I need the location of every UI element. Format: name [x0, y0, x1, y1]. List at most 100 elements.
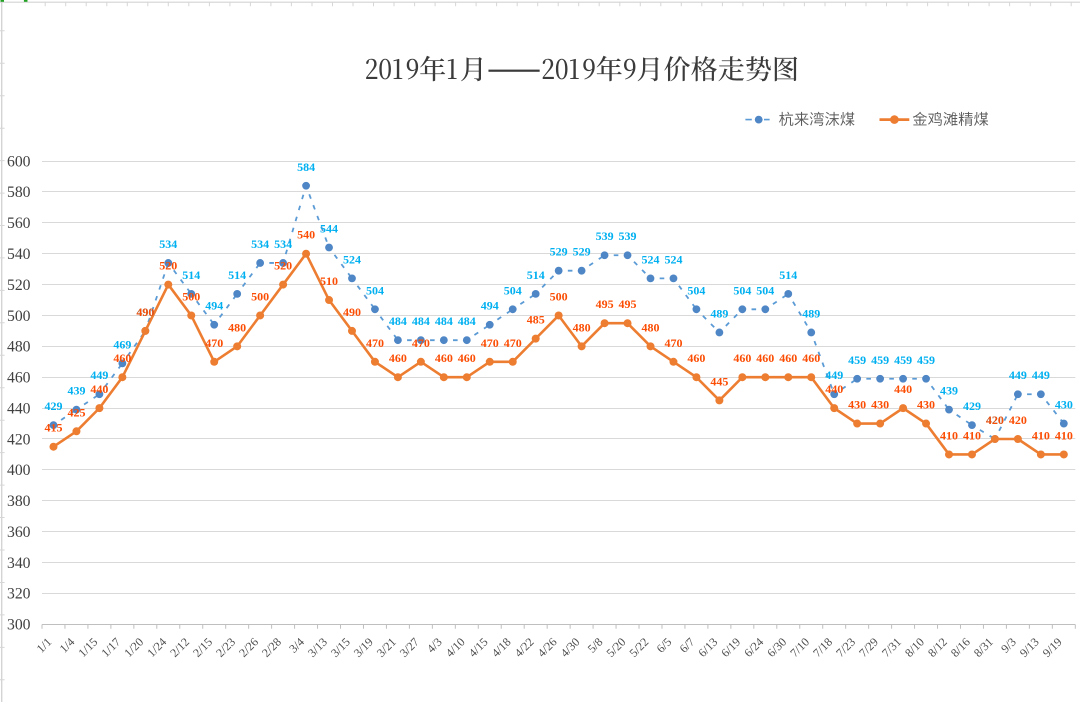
- svg-text:460: 460: [687, 351, 705, 365]
- svg-text:410: 410: [940, 428, 958, 442]
- svg-text:460: 460: [756, 351, 774, 365]
- svg-text:514: 514: [228, 268, 246, 282]
- svg-text:500: 500: [7, 308, 31, 325]
- svg-text:520: 520: [274, 259, 292, 273]
- svg-text:460: 460: [733, 351, 751, 365]
- svg-text:420: 420: [1009, 413, 1027, 427]
- svg-text:485: 485: [527, 313, 545, 327]
- svg-text:440: 440: [90, 382, 108, 396]
- svg-text:460: 460: [458, 351, 476, 365]
- svg-text:490: 490: [136, 305, 154, 319]
- svg-text:420: 420: [986, 413, 1004, 427]
- svg-text:400: 400: [7, 462, 31, 479]
- svg-text:520: 520: [7, 277, 31, 294]
- svg-text:439: 439: [940, 384, 958, 398]
- svg-text:449: 449: [1009, 368, 1027, 382]
- svg-text:459: 459: [917, 353, 935, 367]
- svg-text:514: 514: [182, 268, 200, 282]
- svg-text:600: 600: [7, 153, 31, 170]
- svg-text:440: 440: [825, 382, 843, 396]
- svg-text:539: 539: [596, 229, 614, 243]
- svg-text:470: 470: [412, 336, 430, 350]
- svg-text:580: 580: [7, 184, 31, 201]
- svg-text:460: 460: [802, 351, 820, 365]
- svg-text:494: 494: [205, 299, 223, 313]
- svg-text:439: 439: [67, 384, 85, 398]
- svg-text:534: 534: [251, 237, 269, 251]
- svg-text:460: 460: [389, 351, 407, 365]
- svg-text:524: 524: [664, 252, 682, 266]
- svg-text:484: 484: [412, 314, 430, 328]
- svg-text:490: 490: [343, 305, 361, 319]
- svg-text:540: 540: [297, 228, 315, 242]
- svg-text:430: 430: [917, 398, 935, 412]
- svg-text:449: 449: [1032, 368, 1050, 382]
- svg-text:520: 520: [159, 259, 177, 273]
- svg-text:500: 500: [550, 289, 568, 303]
- svg-text:544: 544: [320, 222, 338, 236]
- svg-text:420: 420: [7, 431, 31, 448]
- svg-text:340: 340: [7, 555, 31, 572]
- svg-text:470: 470: [481, 336, 499, 350]
- svg-text:489: 489: [802, 306, 820, 320]
- svg-text:429: 429: [963, 399, 981, 413]
- svg-text:430: 430: [848, 398, 866, 412]
- svg-text:380: 380: [7, 493, 31, 510]
- svg-text:504: 504: [733, 283, 751, 297]
- svg-text:410: 410: [963, 428, 981, 442]
- svg-text:470: 470: [504, 336, 522, 350]
- svg-text:440: 440: [894, 382, 912, 396]
- svg-text:429: 429: [44, 399, 62, 413]
- svg-text:420: 420: [986, 413, 1004, 427]
- svg-text:480: 480: [7, 339, 31, 356]
- svg-text:584: 584: [297, 160, 315, 174]
- svg-text:480: 480: [573, 320, 591, 334]
- svg-text:514: 514: [527, 268, 545, 282]
- svg-text:484: 484: [458, 314, 476, 328]
- svg-text:300: 300: [7, 617, 31, 634]
- svg-text:469: 469: [113, 337, 131, 351]
- svg-text:494: 494: [481, 299, 499, 313]
- svg-text:500: 500: [251, 289, 269, 303]
- svg-text:460: 460: [779, 351, 797, 365]
- svg-text:489: 489: [710, 306, 728, 320]
- svg-text:459: 459: [848, 353, 866, 367]
- svg-text:449: 449: [825, 368, 843, 382]
- svg-text:490: 490: [136, 305, 154, 319]
- svg-text:495: 495: [596, 297, 614, 311]
- svg-text:460: 460: [7, 370, 31, 387]
- svg-text:514: 514: [779, 268, 797, 282]
- svg-text:504: 504: [366, 283, 384, 297]
- svg-text:500: 500: [182, 289, 200, 303]
- svg-text:415: 415: [44, 421, 62, 435]
- svg-text:410: 410: [1032, 428, 1050, 442]
- svg-text:560: 560: [7, 215, 31, 232]
- svg-text:460: 460: [113, 351, 131, 365]
- svg-text:460: 460: [435, 351, 453, 365]
- svg-text:524: 524: [642, 252, 660, 266]
- svg-text:480: 480: [228, 320, 246, 334]
- svg-text:510: 510: [320, 274, 338, 288]
- svg-text:484: 484: [435, 314, 453, 328]
- svg-text:430: 430: [1055, 398, 1073, 412]
- svg-text:540: 540: [7, 246, 31, 263]
- svg-text:430: 430: [871, 398, 889, 412]
- svg-text:425: 425: [67, 405, 85, 419]
- svg-text:440: 440: [7, 400, 31, 417]
- svg-text:360: 360: [7, 524, 31, 541]
- svg-text:449: 449: [90, 368, 108, 382]
- svg-text:320: 320: [7, 586, 31, 603]
- svg-text:534: 534: [159, 237, 177, 251]
- svg-text:410: 410: [1055, 428, 1073, 442]
- svg-text:504: 504: [687, 283, 705, 297]
- svg-text:484: 484: [389, 314, 407, 328]
- svg-text:445: 445: [710, 374, 728, 388]
- svg-text:495: 495: [619, 297, 637, 311]
- svg-text:470: 470: [664, 336, 682, 350]
- svg-text:504: 504: [504, 283, 522, 297]
- svg-text:534: 534: [274, 237, 292, 251]
- svg-text:470: 470: [205, 336, 223, 350]
- svg-text:504: 504: [756, 283, 774, 297]
- svg-text:529: 529: [573, 245, 591, 259]
- svg-text:459: 459: [871, 353, 889, 367]
